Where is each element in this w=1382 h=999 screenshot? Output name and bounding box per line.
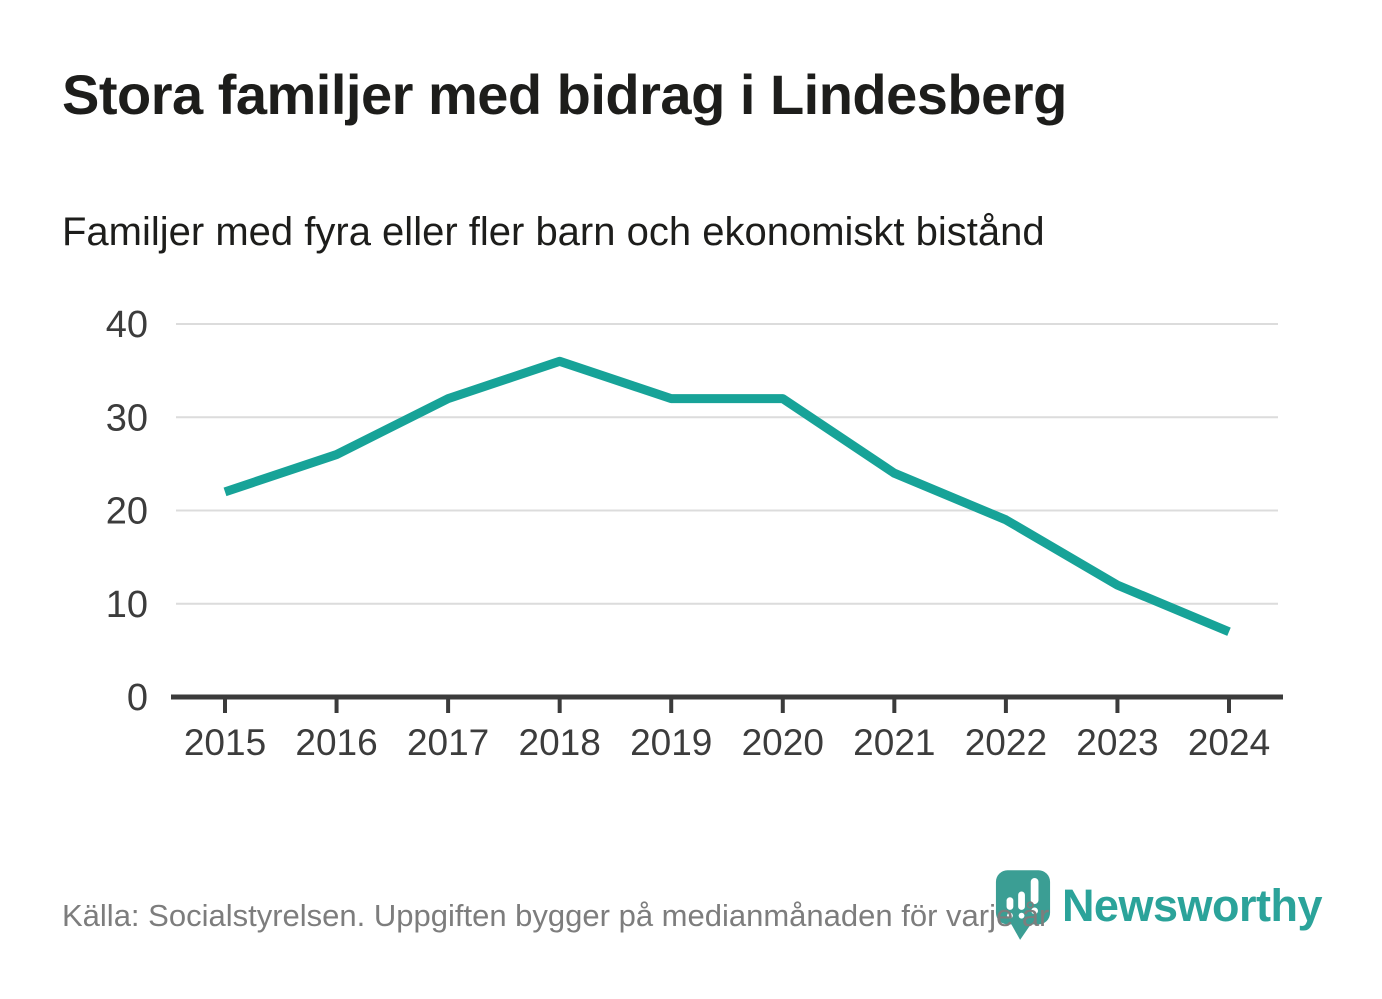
x-tick-label: 2022 bbox=[965, 722, 1047, 763]
data-line-series bbox=[223, 356, 1231, 636]
line-chart: 0 10 20 30 40 2015 2016 2017 2018 2019 2020 2021 202… bbox=[0, 295, 1382, 775]
chart-canvas: 0 10 20 30 40 2015 2016 2017 2018 2019 2020 2021 202… bbox=[106, 304, 1283, 763]
x-tick-label: 2024 bbox=[1188, 722, 1270, 763]
newsworthy-bubble-chart-icon bbox=[995, 870, 1051, 940]
y-tick-label: 20 bbox=[106, 491, 148, 533]
newsworthy-logo: Newsworthy bbox=[994, 868, 1323, 944]
x-tick-label: 2021 bbox=[853, 722, 935, 763]
x-tick-label: 2023 bbox=[1076, 722, 1158, 763]
newsworthy-wordmark: Newsworthy bbox=[1061, 880, 1323, 931]
y-tick-label: 40 bbox=[106, 304, 148, 346]
chart-subtitle: Familjer med fyra eller fler barn och ek… bbox=[62, 210, 1045, 254]
x-tick-label: 2017 bbox=[407, 722, 489, 763]
source-note: Källa: Socialstyrelsen. Uppgiften bygger… bbox=[62, 898, 1050, 933]
y-tick-label: 10 bbox=[106, 584, 148, 626]
page-title: Stora familjer med bidrag i Lindesberg bbox=[62, 63, 1067, 126]
x-tick-label: 2018 bbox=[519, 722, 601, 763]
x-tick-label: 2019 bbox=[630, 722, 712, 763]
y-tick-label: 0 bbox=[127, 677, 148, 719]
x-tick-label: 2016 bbox=[295, 722, 377, 763]
x-tick-label: 2015 bbox=[184, 722, 266, 763]
x-tick-label: 2020 bbox=[742, 722, 824, 763]
y-tick-label: 30 bbox=[106, 397, 148, 439]
